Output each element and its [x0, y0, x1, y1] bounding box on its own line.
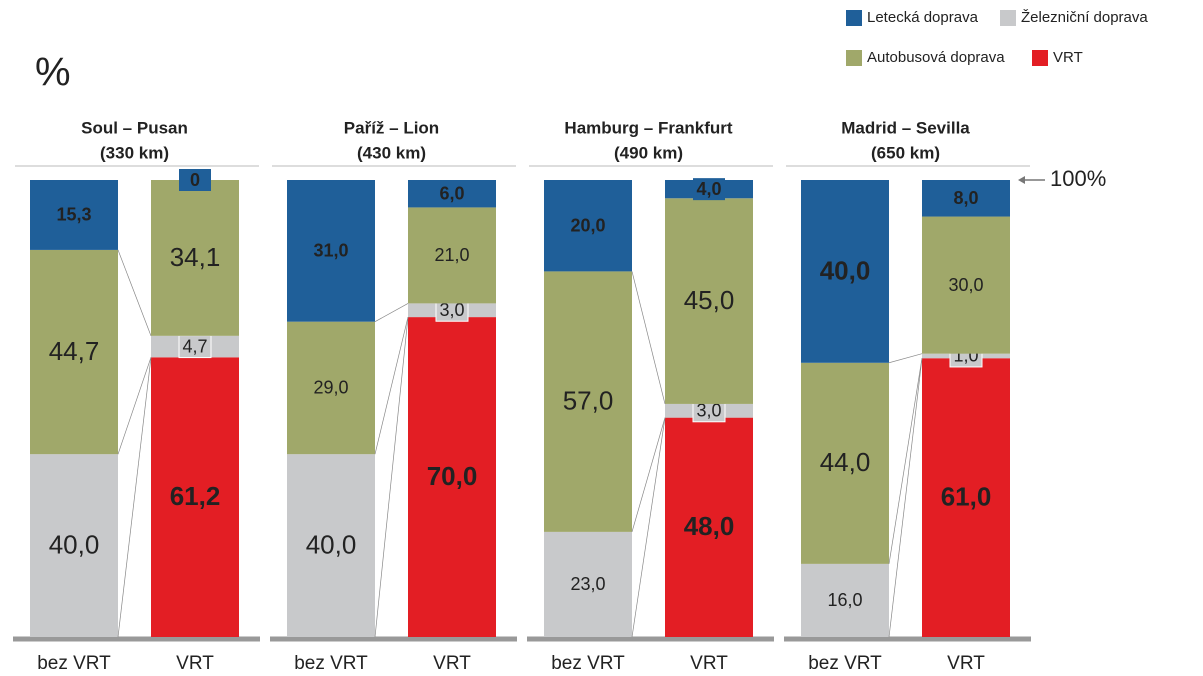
label-box [693, 178, 725, 201]
legend-label: VRT [1053, 49, 1083, 66]
connector [631, 417, 666, 638]
connector [374, 317, 409, 638]
connector [631, 271, 666, 405]
bar-segment [408, 317, 496, 637]
data-label: 61,0 [941, 481, 992, 511]
bar-segment [151, 357, 239, 637]
group-subtitle: (330 km) [100, 143, 169, 162]
connector [888, 353, 923, 364]
x-tick-label: bez VRT [551, 653, 625, 674]
data-label: 40,0 [49, 529, 100, 559]
label-box [179, 169, 211, 191]
bar-segment [665, 198, 753, 404]
bar-segment [801, 180, 889, 363]
legend-label: Železniční doprava [1021, 9, 1148, 26]
y-tick-label: 100% [1050, 166, 1106, 191]
connector [888, 358, 923, 638]
data-label: 16,0 [827, 590, 862, 610]
data-label: 44,7 [49, 336, 100, 366]
tick-arrow-head [1018, 176, 1025, 184]
data-label: 57,0 [563, 386, 614, 416]
data-label: 30,0 [948, 275, 983, 295]
bar-segment [801, 362, 889, 564]
data-label: 0 [190, 170, 200, 190]
bar-segment [665, 417, 753, 637]
bar-segment [151, 180, 239, 336]
group-title: Paříž – Lion [344, 118, 439, 137]
data-label: 34,1 [170, 242, 221, 272]
group-title: Hamburg – Frankfurt [564, 118, 732, 137]
connector [631, 417, 666, 532]
bar-segment [408, 207, 496, 304]
legend-swatch [846, 10, 862, 26]
connector [117, 357, 152, 455]
bar-segment [287, 321, 375, 455]
bar-segment [801, 563, 889, 637]
bar-segment [544, 271, 632, 532]
x-tick-label: VRT [176, 653, 214, 674]
y-axis-label: % [35, 51, 71, 95]
data-label: 20,0 [570, 215, 605, 235]
legend-swatch [846, 50, 862, 66]
bar-segment [30, 180, 118, 250]
group-title: Madrid – Sevilla [841, 118, 970, 137]
x-tick-label: bez VRT [37, 653, 111, 674]
data-label: 70,0 [427, 461, 478, 491]
bar-segment [408, 180, 496, 208]
legend-label: Letecká doprava [867, 9, 979, 26]
data-label: 15,3 [56, 205, 91, 225]
connector [888, 358, 923, 564]
data-label: 44,0 [820, 447, 871, 477]
data-label: 40,0 [820, 255, 871, 285]
group-subtitle: (430 km) [357, 143, 426, 162]
bar-segment [922, 358, 1010, 637]
x-tick-label: bez VRT [294, 653, 368, 674]
data-label: 4,0 [696, 179, 721, 199]
bar-segment [544, 180, 632, 272]
legend-swatch [1032, 50, 1048, 66]
x-tick-label: VRT [947, 653, 985, 674]
data-label: 48,0 [684, 511, 735, 541]
x-tick-label: VRT [690, 653, 728, 674]
connector [117, 357, 152, 638]
data-label: 6,0 [439, 183, 464, 203]
group-subtitle: (650 km) [871, 143, 940, 162]
data-label: 21,0 [434, 245, 469, 265]
data-label: 40,0 [306, 529, 357, 559]
bar-segment [287, 454, 375, 637]
bar-segment [544, 531, 632, 637]
connector [374, 303, 409, 322]
group-subtitle: (490 km) [614, 143, 683, 162]
bar-segment [287, 180, 375, 322]
legend-label: Autobusová doprava [867, 49, 1005, 66]
data-label: 29,0 [313, 378, 348, 398]
data-label: 3,0 [439, 300, 464, 320]
bar-segment [922, 180, 1010, 217]
bar-segment [30, 454, 118, 637]
x-tick-label: VRT [433, 653, 471, 674]
data-label: 8,0 [953, 188, 978, 208]
data-label: 31,0 [313, 241, 348, 261]
data-label: 45,0 [684, 285, 735, 315]
legend-swatch [1000, 10, 1016, 26]
data-label: 4,7 [182, 336, 207, 356]
data-label: 61,2 [170, 481, 221, 511]
bar-segment [922, 216, 1010, 354]
connector [117, 249, 152, 336]
data-label: 3,0 [696, 401, 721, 421]
group-title: Soul – Pusan [81, 118, 188, 137]
bar-segment [30, 249, 118, 455]
x-tick-label: bez VRT [808, 653, 882, 674]
data-label: 23,0 [570, 574, 605, 594]
connector [374, 317, 409, 455]
